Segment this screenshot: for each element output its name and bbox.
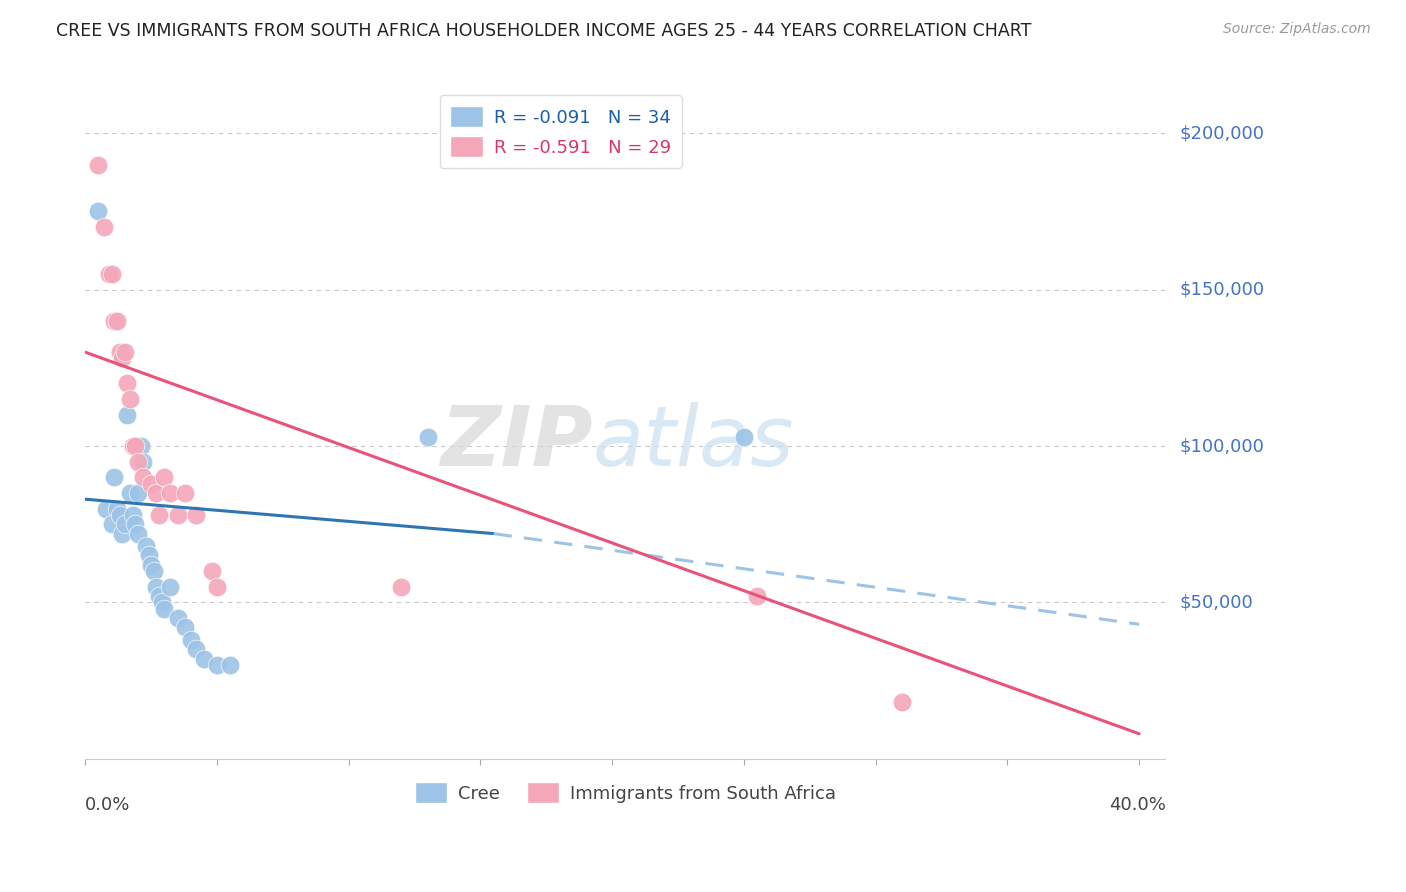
Point — [117, 408, 139, 422]
Point — [87, 204, 110, 219]
Point — [141, 476, 163, 491]
Point — [117, 376, 139, 391]
Point — [391, 580, 413, 594]
Point — [132, 455, 155, 469]
Point — [219, 657, 242, 672]
Point — [93, 220, 115, 235]
Point — [142, 564, 165, 578]
Point — [121, 508, 143, 522]
Point — [733, 430, 755, 444]
Point — [138, 549, 160, 563]
Point — [201, 564, 224, 578]
Point — [184, 642, 207, 657]
Point — [111, 526, 134, 541]
Point — [150, 595, 173, 609]
Point — [745, 589, 768, 603]
Point — [98, 267, 121, 281]
Point — [120, 486, 142, 500]
Point — [100, 267, 122, 281]
Point — [127, 526, 149, 541]
Point — [166, 508, 188, 522]
Text: $50,000: $50,000 — [1180, 593, 1253, 611]
Text: 40.0%: 40.0% — [1108, 796, 1166, 814]
Point — [87, 157, 110, 171]
Text: Source: ZipAtlas.com: Source: ZipAtlas.com — [1223, 22, 1371, 37]
Point — [103, 470, 125, 484]
Point — [141, 558, 163, 572]
Point — [124, 439, 146, 453]
Point — [174, 486, 197, 500]
Point — [891, 696, 914, 710]
Point — [108, 345, 131, 359]
Point — [111, 351, 134, 366]
Point — [145, 486, 167, 500]
Text: $200,000: $200,000 — [1180, 124, 1264, 142]
Point — [127, 455, 149, 469]
Point — [100, 517, 122, 532]
Text: 0.0%: 0.0% — [86, 796, 131, 814]
Point — [205, 580, 228, 594]
Text: ZIP: ZIP — [440, 402, 593, 483]
Text: $100,000: $100,000 — [1180, 437, 1264, 455]
Point — [205, 657, 228, 672]
Text: $150,000: $150,000 — [1180, 281, 1264, 299]
Point — [145, 580, 167, 594]
Point — [103, 314, 125, 328]
Point — [108, 508, 131, 522]
Point — [124, 517, 146, 532]
Point — [180, 632, 202, 647]
Point — [148, 589, 170, 603]
Point — [148, 508, 170, 522]
Point — [153, 601, 176, 615]
Point — [184, 508, 207, 522]
Point — [105, 501, 128, 516]
Text: atlas: atlas — [593, 402, 794, 483]
Text: CREE VS IMMIGRANTS FROM SOUTH AFRICA HOUSEHOLDER INCOME AGES 25 - 44 YEARS CORRE: CREE VS IMMIGRANTS FROM SOUTH AFRICA HOU… — [56, 22, 1032, 40]
Legend: Cree, Immigrants from South Africa: Cree, Immigrants from South Africa — [408, 775, 844, 810]
Point — [114, 517, 136, 532]
Point — [120, 392, 142, 406]
Point — [121, 439, 143, 453]
Point — [135, 539, 157, 553]
Point — [114, 345, 136, 359]
Point — [96, 501, 118, 516]
Point — [159, 580, 181, 594]
Point — [416, 430, 439, 444]
Point — [132, 470, 155, 484]
Point — [105, 314, 128, 328]
Point — [127, 486, 149, 500]
Point — [153, 470, 176, 484]
Point — [159, 486, 181, 500]
Point — [174, 620, 197, 634]
Point — [129, 439, 152, 453]
Point — [193, 651, 215, 665]
Point — [166, 611, 188, 625]
